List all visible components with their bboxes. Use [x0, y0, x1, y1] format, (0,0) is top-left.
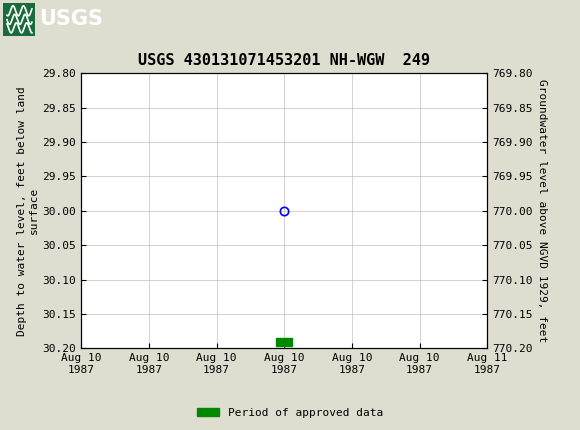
Legend: Period of approved data: Period of approved data — [193, 403, 387, 422]
Title: USGS 430131071453201 NH-WGW  249: USGS 430131071453201 NH-WGW 249 — [138, 53, 430, 68]
Bar — [276, 338, 292, 346]
Text: USGS: USGS — [39, 9, 103, 28]
Y-axis label: Groundwater level above NGVD 1929, feet: Groundwater level above NGVD 1929, feet — [536, 79, 547, 342]
FancyBboxPatch shape — [3, 3, 35, 36]
Y-axis label: Depth to water level, feet below land
surface: Depth to water level, feet below land su… — [17, 86, 38, 335]
